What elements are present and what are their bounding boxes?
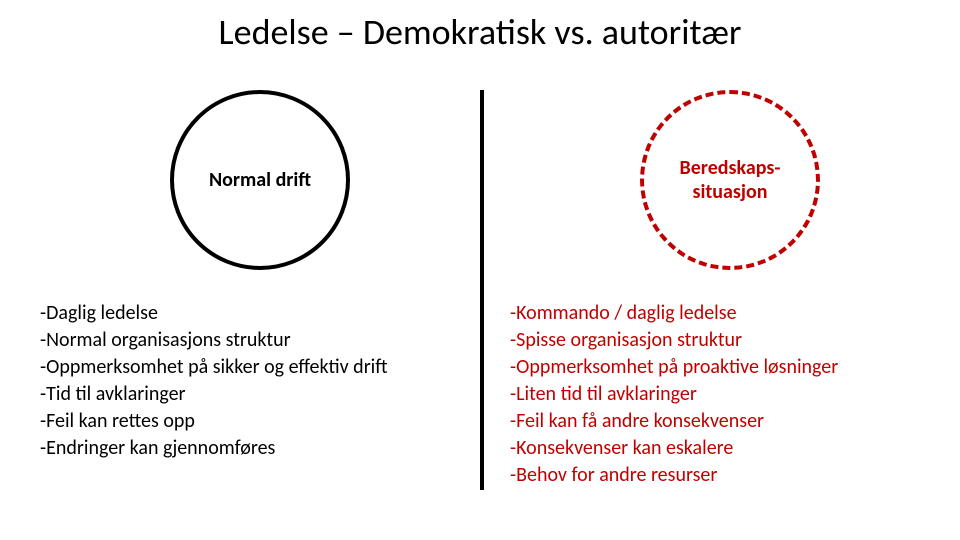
slide: Ledelse – Demokratisk vs. autoritær Norm…: [0, 0, 960, 540]
right-bullets: -Kommando / daglig ledelse-Spisse organi…: [510, 300, 950, 489]
left-bullets: -Daglig ledelse-Normal organisasjons str…: [40, 300, 480, 462]
bullet-item: -Behov for andre resurser: [510, 462, 950, 489]
right-circle-wrap: Beredskaps-situasjon: [510, 80, 950, 280]
bullet-item: -Feil kan få andre konsekvenser: [510, 408, 950, 435]
beredskap-circle: Beredskaps-situasjon: [640, 90, 820, 270]
bullet-item: -Tid til avklaringer: [40, 381, 480, 408]
bullet-item: -Oppmerksomhet på sikker og effektiv dri…: [40, 354, 480, 381]
normal-drift-circle: Normal drift: [170, 90, 350, 270]
slide-title: Ledelse – Demokratisk vs. autoritær: [0, 10, 960, 54]
vertical-divider: [480, 90, 484, 490]
bullet-item: -Liten tid til avklaringer: [510, 381, 950, 408]
bullet-item: -Daglig ledelse: [40, 300, 480, 327]
content-area: Normal drift -Daglig ledelse-Normal orga…: [0, 80, 960, 540]
left-circle-wrap: Normal drift: [40, 80, 480, 280]
bullet-item: -Oppmerksomhet på proaktive løsninger: [510, 354, 950, 381]
bullet-item: -Feil kan rettes opp: [40, 408, 480, 435]
bullet-item: -Konsekvenser kan eskalere: [510, 435, 950, 462]
left-column: Normal drift -Daglig ledelse-Normal orga…: [40, 80, 480, 462]
bullet-item: -Endringer kan gjennomføres: [40, 435, 480, 462]
bullet-item: -Kommando / daglig ledelse: [510, 300, 950, 327]
bullet-item: -Normal organisasjons struktur: [40, 327, 480, 354]
beredskap-label: Beredskaps-situasjon: [680, 156, 781, 204]
right-column: Beredskaps-situasjon -Kommando / daglig …: [510, 80, 950, 489]
normal-drift-label: Normal drift: [209, 168, 311, 192]
bullet-item: -Spisse organisasjon struktur: [510, 327, 950, 354]
